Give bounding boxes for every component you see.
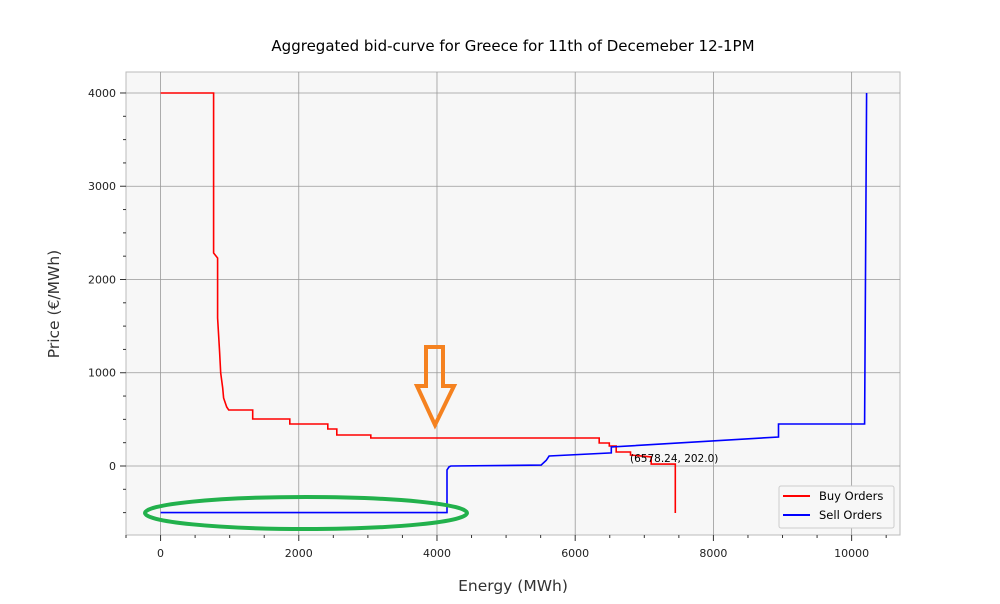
y-tick-label: 1000	[88, 367, 116, 380]
y-axis-label: Price (€/MWh)	[45, 250, 63, 358]
plot-area	[125, 71, 901, 536]
ticks: 0 2000 4000 6000 8000 10000 0 1000 2000 3000 4000	[88, 87, 887, 560]
y-tick-label: 4000	[88, 87, 116, 100]
x-tick-label: 10000	[834, 547, 869, 560]
chart-title: Aggregated bid-curve for Greece for 11th…	[271, 37, 754, 55]
legend-buy-label: Buy Orders	[819, 489, 883, 503]
grid	[126, 72, 900, 535]
legend: Buy Orders Sell Orders	[778, 485, 895, 529]
x-tick-label: 6000	[561, 547, 589, 560]
x-axis-label: Energy (MWh)	[458, 577, 568, 595]
buy-orders-line	[160, 92, 677, 513]
y-tick-label: 2000	[88, 273, 116, 286]
sell-floor-highlight-ellipse	[143, 495, 469, 531]
y-tick-label: 0	[109, 460, 116, 473]
x-tick-label: 0	[157, 547, 164, 560]
sell-orders-line	[160, 92, 868, 514]
x-tick-label: 4000	[423, 547, 451, 560]
legend-sell-label: Sell Orders	[819, 508, 882, 522]
x-tick-label: 2000	[285, 547, 313, 560]
down-arrow-icon	[413, 345, 458, 430]
series-group	[160, 92, 868, 514]
x-tick-label: 8000	[699, 547, 727, 560]
y-tick-label: 3000	[88, 180, 116, 193]
intersection-annotation: (6578.24, 202.0)	[630, 453, 718, 465]
